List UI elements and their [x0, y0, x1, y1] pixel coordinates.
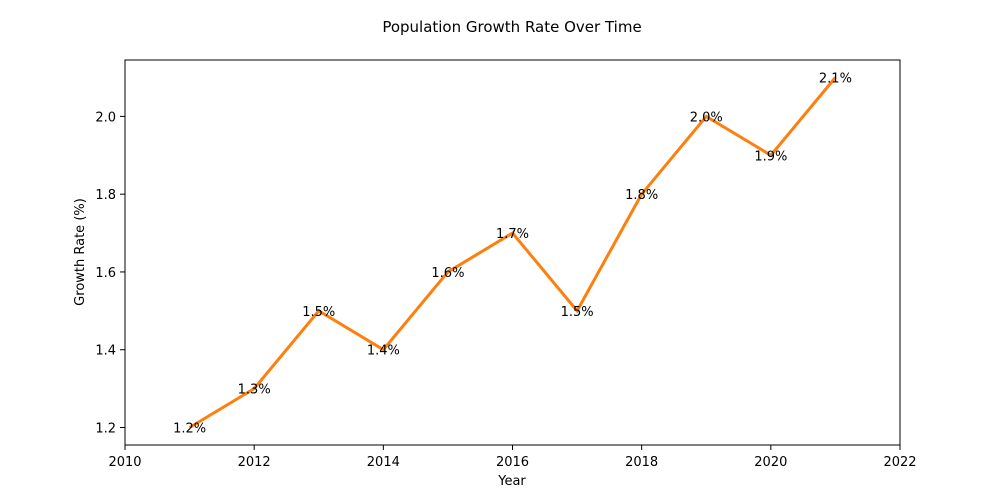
data-label: 1.2%: [173, 422, 206, 437]
data-label: 1.9%: [754, 149, 787, 164]
y-tick-label: 1.4: [95, 344, 116, 359]
data-label: 2.0%: [690, 110, 723, 125]
x-tick-label: 2018: [625, 455, 658, 470]
x-tick-label: 2020: [754, 455, 787, 470]
y-tick-label: 1.8: [95, 188, 116, 203]
y-tick-label: 2.0: [95, 110, 116, 125]
data-label: 1.5%: [561, 305, 594, 320]
series-line: [188, 76, 837, 429]
chart-title: Population Growth Rate Over Time: [382, 18, 641, 36]
x-tick-label: 2016: [496, 455, 529, 470]
data-label: 1.8%: [625, 188, 658, 203]
data-label: 1.3%: [238, 383, 271, 398]
data-label: 1.4%: [367, 344, 400, 359]
x-axis-label: Year: [497, 474, 526, 489]
data-label: 1.6%: [431, 266, 464, 281]
y-axis-label: Growth Rate (%): [73, 198, 88, 306]
data-label: 1.5%: [302, 305, 335, 320]
y-tick-label: 1.6: [95, 266, 116, 281]
plot-area: 2010 2012 2014 2016 2018 2020 2022 1.2 1.4 1.6 1.8…: [95, 59, 917, 470]
x-tick-label: 2010: [108, 455, 141, 470]
data-label: 2.1%: [819, 72, 852, 87]
data-label: 1.7%: [496, 227, 529, 242]
x-tick-label: 2014: [367, 455, 400, 470]
x-tick-label: 2012: [238, 455, 271, 470]
x-tick-label: 2022: [883, 455, 916, 470]
y-tick-label: 1.2: [95, 422, 116, 437]
